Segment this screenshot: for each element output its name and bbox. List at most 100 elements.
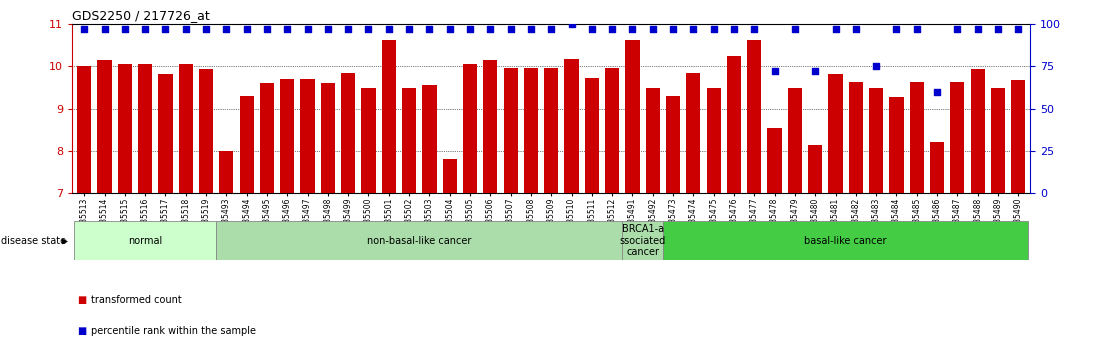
Bar <box>951 82 964 193</box>
Point <box>278 27 296 32</box>
Point <box>542 27 560 32</box>
Bar <box>117 64 132 193</box>
Point <box>238 27 256 32</box>
Bar <box>78 66 91 193</box>
Bar <box>422 85 437 193</box>
Point <box>968 27 986 32</box>
Point <box>929 89 946 95</box>
Point <box>95 27 113 32</box>
Point <box>563 21 581 27</box>
Point <box>360 27 378 32</box>
Point <box>786 27 803 32</box>
Bar <box>585 78 599 193</box>
Bar <box>890 97 903 193</box>
Point <box>624 27 642 32</box>
Bar <box>747 40 761 193</box>
Bar <box>564 59 578 193</box>
Bar <box>663 221 1028 260</box>
Bar <box>361 88 376 193</box>
Text: non-basal-like cancer: non-basal-like cancer <box>367 236 471 246</box>
Bar <box>646 88 660 193</box>
Text: BRCA1-a
ssociated
cancer: BRCA1-a ssociated cancer <box>619 224 666 257</box>
Bar <box>930 142 944 193</box>
Bar <box>503 68 517 193</box>
Point <box>136 27 154 32</box>
Bar <box>605 68 619 193</box>
Point <box>177 27 195 32</box>
Bar <box>300 79 315 193</box>
Point <box>664 27 681 32</box>
Point <box>725 27 742 32</box>
Text: ■: ■ <box>78 326 86 336</box>
Point <box>705 27 722 32</box>
Point <box>461 27 479 32</box>
Bar <box>544 68 558 193</box>
Point <box>116 27 134 32</box>
Bar <box>808 145 822 193</box>
Bar <box>991 88 1005 193</box>
Bar <box>74 221 216 260</box>
Point <box>441 27 459 32</box>
Bar <box>442 159 456 193</box>
Point <box>319 27 337 32</box>
Bar <box>971 69 985 193</box>
Bar <box>320 83 335 193</box>
Point <box>989 27 1007 32</box>
Point <box>644 27 661 32</box>
Bar <box>138 64 152 193</box>
Bar <box>623 221 663 260</box>
Bar <box>178 64 193 193</box>
Bar <box>483 60 497 193</box>
Bar <box>686 73 700 193</box>
Bar <box>869 88 883 193</box>
Bar <box>219 151 234 193</box>
Bar <box>849 82 863 193</box>
Text: transformed count: transformed count <box>91 295 182 305</box>
Point <box>197 27 215 32</box>
Point <box>685 27 702 32</box>
Bar <box>707 88 721 193</box>
Bar <box>216 221 623 260</box>
Text: normal: normal <box>129 236 162 246</box>
Point <box>400 27 418 32</box>
Text: GDS2250 / 217726_at: GDS2250 / 217726_at <box>72 9 209 22</box>
Point <box>75 27 93 32</box>
Point <box>421 27 439 32</box>
Bar <box>98 60 112 193</box>
Point <box>217 27 235 32</box>
Point <box>299 27 317 32</box>
Point <box>948 27 966 32</box>
Point <box>603 27 620 32</box>
Point <box>339 27 357 32</box>
Bar <box>199 69 213 193</box>
Point <box>868 63 885 69</box>
Point <box>827 27 844 32</box>
Point <box>258 27 276 32</box>
Bar <box>829 74 842 193</box>
Point <box>766 69 783 74</box>
Point <box>847 27 864 32</box>
Bar <box>768 128 782 193</box>
Bar <box>260 83 274 193</box>
Bar <box>158 74 173 193</box>
Bar <box>463 64 478 193</box>
Text: percentile rank within the sample: percentile rank within the sample <box>91 326 256 336</box>
Text: basal-like cancer: basal-like cancer <box>804 236 886 246</box>
Point <box>888 27 905 32</box>
Bar <box>1012 80 1025 193</box>
Point <box>907 27 925 32</box>
Bar <box>910 82 924 193</box>
Text: disease state: disease state <box>1 237 66 246</box>
Point <box>522 27 540 32</box>
Text: ■: ■ <box>78 295 86 305</box>
Point <box>502 27 520 32</box>
Point <box>482 27 500 32</box>
Bar <box>280 79 295 193</box>
Bar <box>666 96 680 193</box>
Point <box>1009 27 1027 32</box>
Bar <box>524 68 538 193</box>
Point <box>583 27 601 32</box>
Bar <box>402 88 417 193</box>
Bar <box>625 40 639 193</box>
Bar <box>381 40 396 193</box>
